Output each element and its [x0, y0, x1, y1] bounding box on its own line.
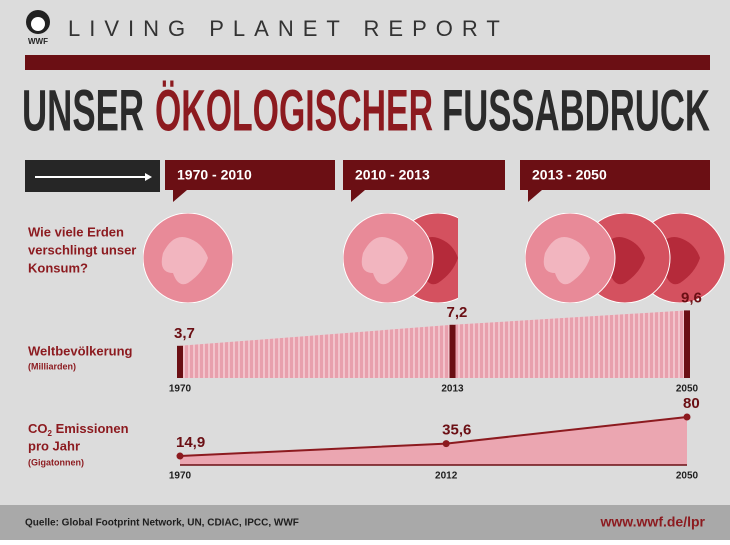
population-bar: [684, 310, 690, 378]
emissions-label: CO2 Emissionen: [28, 421, 129, 438]
population-value: 9,6: [681, 289, 702, 306]
source: Quelle: Global Footprint Network, UN, CD…: [25, 518, 299, 529]
earth-group: [143, 213, 233, 303]
emissions-point: [176, 452, 184, 460]
emissions-value: 35,6: [442, 422, 471, 439]
earths-label: verschlingt unser: [28, 242, 136, 257]
x-label: 1970: [169, 471, 192, 482]
emissions-label: pro Jahr: [28, 438, 80, 453]
earth-group: [343, 213, 458, 303]
population-value: 3,7: [174, 325, 195, 342]
earths: [343, 213, 458, 303]
population-unit: (Milliarden): [28, 361, 76, 371]
continent: [361, 237, 408, 285]
logo-icon: [31, 17, 45, 31]
brand: LIVING PLANET REPORT: [68, 16, 509, 41]
earths: [143, 213, 233, 303]
footer: [0, 505, 730, 540]
x-label: 2050: [676, 384, 699, 395]
emissions-value: 80: [683, 395, 700, 412]
earths: [525, 213, 725, 303]
emissions-unit: (Gigatonnen): [28, 457, 84, 467]
period-label: 2013 - 2050: [532, 167, 607, 183]
period-tab: [343, 160, 505, 202]
population-bar: [449, 324, 456, 378]
emissions-point: [683, 413, 691, 421]
period-tab: [165, 160, 335, 202]
period-label: 1970 - 2010: [177, 167, 252, 183]
url: www.wwf.de/lpr: [600, 514, 706, 530]
emissions-area: [180, 417, 687, 465]
continent: [543, 237, 590, 285]
period-label: 2010 - 2013: [355, 167, 430, 183]
x-label: 2012: [435, 471, 458, 482]
title-part: UNSER: [22, 78, 144, 143]
population-bar: [177, 345, 183, 378]
earths-label: Wie viele Erden: [28, 224, 124, 239]
period-tab: [520, 160, 710, 202]
arrow-head: [145, 173, 152, 181]
population-label: Weltbevölkerung: [28, 343, 133, 358]
earth-group: [525, 213, 725, 303]
continent: [161, 237, 208, 285]
red-bar: [25, 55, 710, 70]
logo-text: WWF: [28, 37, 48, 46]
earths-label: Konsum?: [28, 260, 88, 275]
emissions-value: 14,9: [176, 434, 205, 451]
title-part: FUSSABDRUCK: [442, 78, 710, 143]
population-area: [180, 310, 687, 378]
x-label: 2050: [676, 471, 699, 482]
emissions-point: [442, 440, 450, 448]
x-label: 1970: [169, 384, 192, 395]
x-label: 2013: [441, 384, 464, 395]
population-value: 7,2: [447, 304, 468, 321]
title-highlight: ÖKOLOGISCHER: [155, 78, 433, 143]
